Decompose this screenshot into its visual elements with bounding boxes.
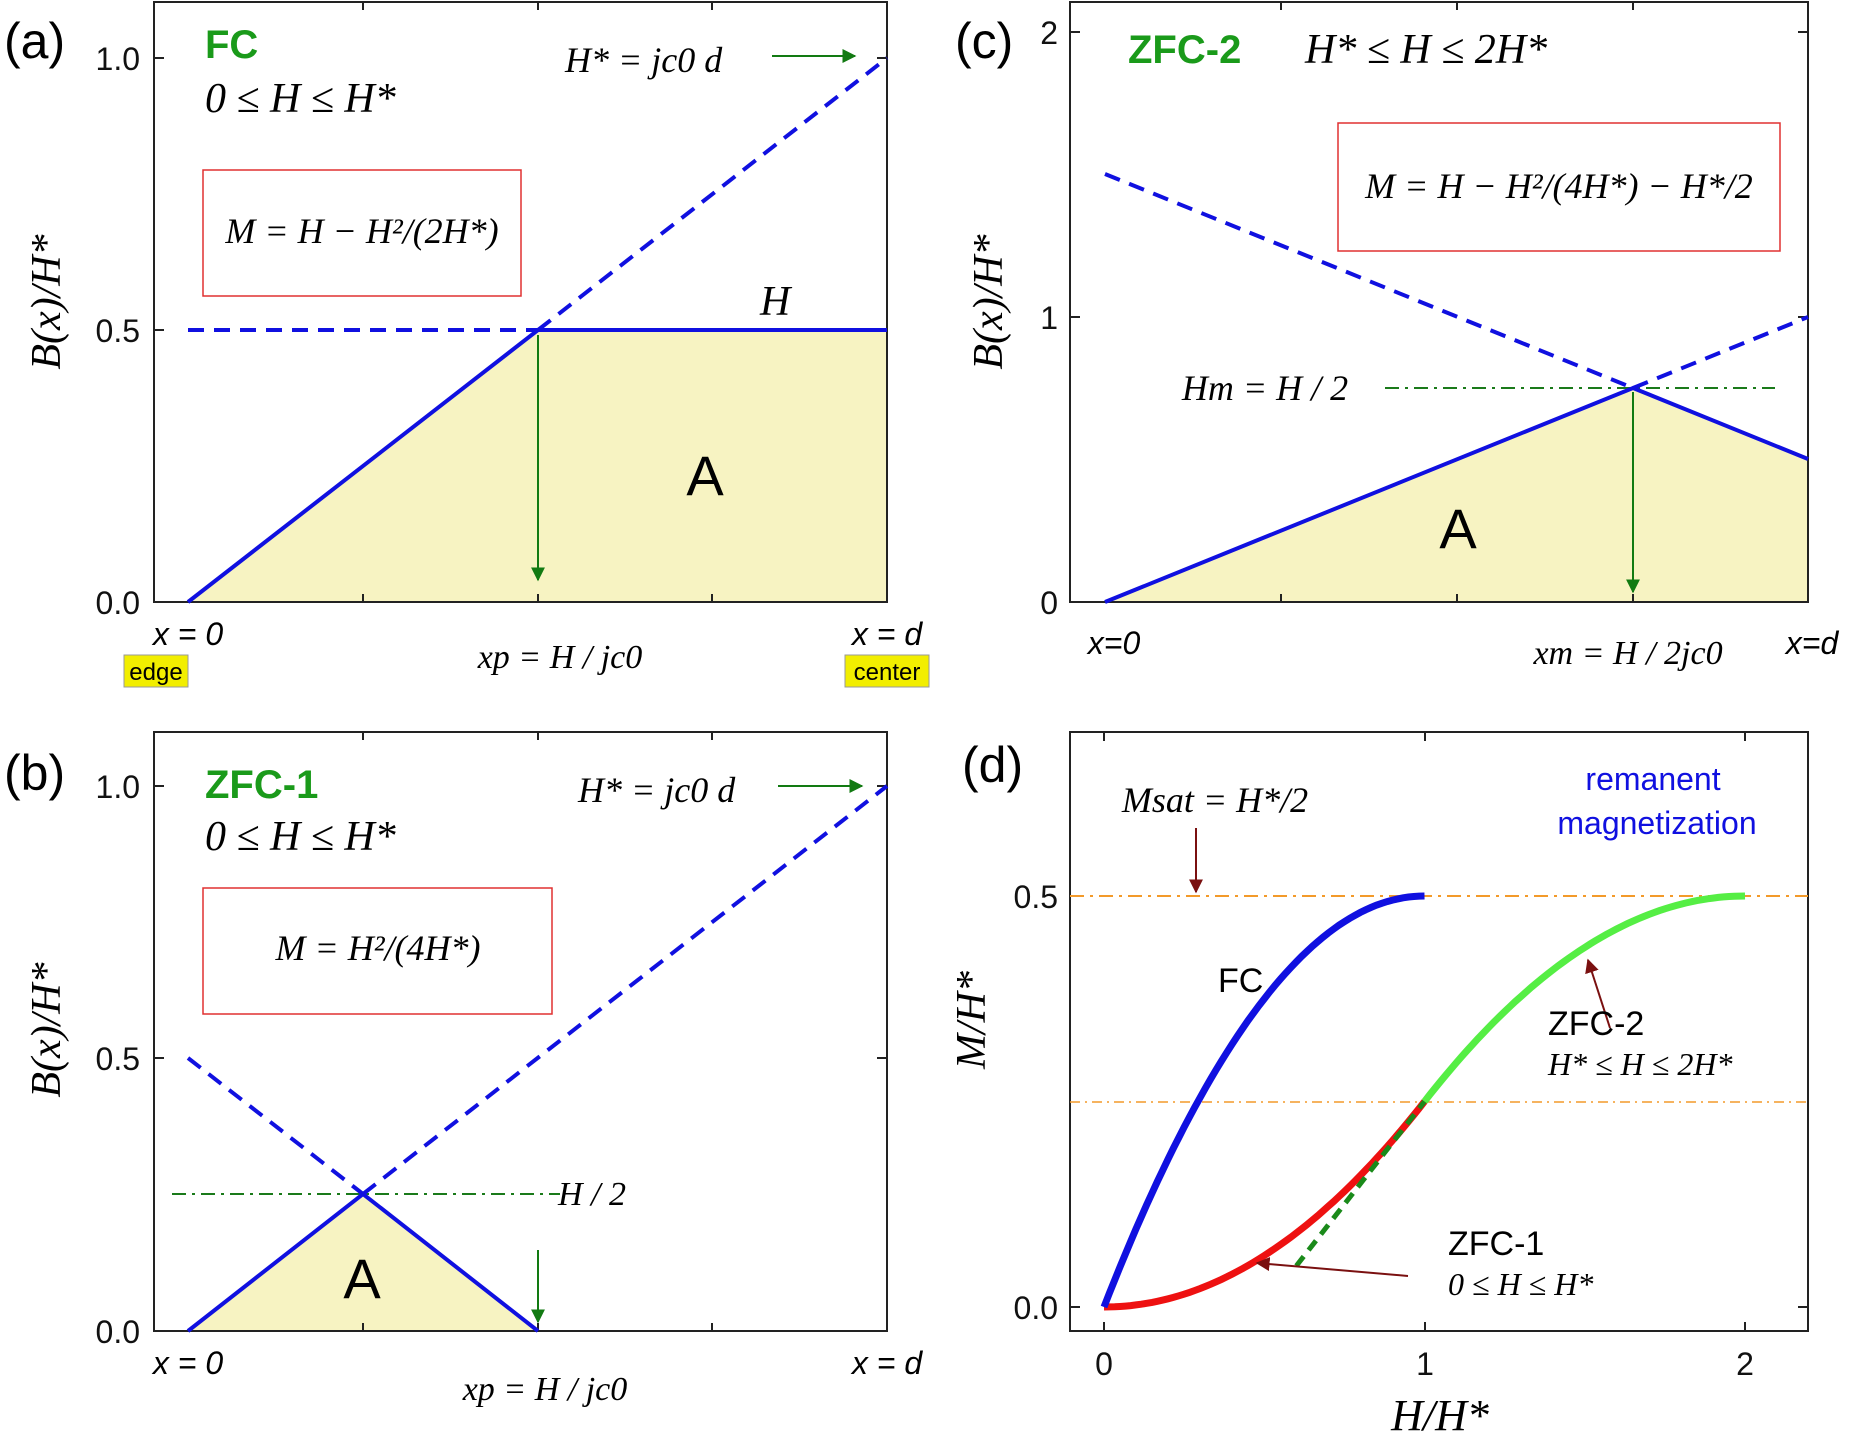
formula-c: M = H − H²/(4H*) − H*/2 (1364, 166, 1753, 206)
formula-box-b (202, 887, 553, 1015)
label-h-a: H (759, 279, 793, 325)
ytick-c-2: 2 (1040, 15, 1058, 51)
b-dash-left (186, 1056, 365, 1196)
area-label-c: A (1439, 497, 1477, 560)
ylabel-a: B(x)/H* (24, 234, 70, 369)
remanent-label-1: remanent (1585, 761, 1720, 797)
xm-label-c: xm = H / 2jc0 (1532, 635, 1722, 672)
plot-frame-c (1069, 1, 1809, 603)
ytick-d-1: 0.5 (1014, 879, 1058, 915)
ytick-b-0: 0.0 (96, 1314, 140, 1350)
c-dash-left (1104, 172, 1634, 390)
area-b-fill (188, 1194, 538, 1331)
edge-badge-bg (123, 654, 189, 688)
ytick-b-1: 0.5 (96, 1041, 140, 1077)
ytick-a-1: 0.5 (96, 313, 140, 349)
xd-label-c: x=d (1784, 625, 1840, 661)
zfc2-arrow (1585, 958, 1611, 1029)
c-dash-right (1632, 315, 1809, 390)
xtick-d-1: 1 (1416, 1346, 1434, 1382)
area-label-b: A (343, 1247, 381, 1310)
zfc1-arrow (1255, 1257, 1409, 1277)
hhalf-label-b: H / 2 (557, 1176, 626, 1213)
panel-c-range: H* ≤ H ≤ 2H* (1304, 27, 1547, 73)
x0-label-c: x=0 (1086, 625, 1141, 661)
xlabel-d: H/H* (1390, 1391, 1489, 1440)
zfc1-range-label: 0 ≤ H ≤ H* (1448, 1266, 1593, 1302)
panel-a-title: FC (205, 23, 258, 67)
formula-box-c (1337, 122, 1781, 252)
zfc2-curve-label: ZFC-2 (1548, 1005, 1644, 1043)
plot-frame-d (1069, 731, 1809, 1332)
ticks-a (154, 2, 887, 603)
zfc1-curve-label: ZFC-1 (1448, 1225, 1544, 1263)
ylabel-d: M/H* (949, 971, 995, 1070)
area-label-a: A (686, 444, 724, 507)
panel-a-label: (a) (4, 13, 65, 69)
panel-c-label: (c) (955, 13, 1013, 69)
x0-label-a: x = 0 (151, 616, 223, 652)
panel-a-hstar: H* = jc0 d (564, 40, 723, 80)
panel-b-hstar: H* = jc0 d (577, 770, 736, 810)
panel-c-title: ZFC-2 (1128, 28, 1241, 72)
formula-box-a (202, 169, 522, 297)
tangent-dashed-line (1294, 1099, 1427, 1268)
ytick-c-1: 1 (1040, 300, 1058, 336)
curve-fc (1100, 892, 1425, 1309)
xtick-d-2: 2 (1736, 1346, 1754, 1382)
center-badge: center (854, 659, 921, 686)
b-profile-solid (186, 1191, 540, 1333)
ytick-c-0: 0 (1040, 585, 1058, 621)
ylabel-b: B(x)/H* (24, 962, 70, 1097)
zfc2-range-label: H* ≤ H ≤ 2H* (1547, 1046, 1732, 1082)
xd-label-b: x = d (850, 1345, 923, 1381)
formula-a: M = H − H²/(2H*) (224, 211, 498, 251)
area-c-fill (1105, 388, 1808, 602)
curve-zfc2 (1421, 892, 1746, 1104)
ticks-d (1070, 732, 1808, 1331)
center-badge-bg (844, 654, 930, 688)
ylabel-c: B(x)/H* (966, 234, 1012, 369)
ytick-b-2: 1.0 (96, 769, 140, 805)
panel-b-label: (b) (4, 745, 65, 801)
panel-a-range: 0 ≤ H ≤ H* (205, 76, 396, 122)
plot-frame-b (153, 731, 888, 1332)
fc-curve-label: FC (1218, 962, 1263, 1000)
a-dash-diagonal (536, 56, 889, 332)
curve-zfc1 (1103, 1099, 1428, 1311)
remanent-label-2: magnetization (1557, 805, 1756, 841)
xd-label-a: x = d (850, 616, 923, 652)
hm-label-c: Hm = H / 2 (1181, 368, 1348, 408)
ytick-d-0: 0.0 (1014, 1290, 1058, 1326)
panel-d: 0.0 0.5 0 1 2 (d) Msat = H*/2 remanent m… (949, 731, 1809, 1440)
x0-label-b: x = 0 (151, 1345, 223, 1381)
c-profile-solid (1104, 385, 1809, 604)
panel-b-title: ZFC-1 (205, 763, 318, 807)
plot-frame-a (153, 1, 888, 603)
panel-a: 0.0 0.5 1.0 (a) FC 0 ≤ H ≤ H* H* = jc0 d… (4, 1, 930, 688)
xp-label-a: xp = H / jc0 (477, 639, 643, 676)
edge-badge: edge (129, 659, 182, 686)
a-profile-solid (186, 328, 887, 604)
formula-b: M = H²/(4H*) (274, 928, 480, 968)
xtick-d-0: 0 (1095, 1346, 1113, 1382)
xp-label-b: xp = H / jc0 (462, 1371, 628, 1408)
panel-d-label: (d) (962, 737, 1023, 793)
panel-c: 0 1 2 (c) ZFC-2 H* ≤ H ≤ 2H* M = H − H²/… (955, 1, 1840, 672)
panel-b: 0.0 0.5 1.0 (b) ZFC-1 0 ≤ H ≤ H* H* = jc… (4, 731, 923, 1408)
panel-b-range: 0 ≤ H ≤ H* (205, 814, 396, 860)
ytick-a-0: 0.0 (96, 585, 140, 621)
msat-label: Msat = H*/2 (1121, 780, 1308, 820)
b-dash-right (361, 784, 889, 1196)
ytick-a-2: 1.0 (96, 41, 140, 77)
